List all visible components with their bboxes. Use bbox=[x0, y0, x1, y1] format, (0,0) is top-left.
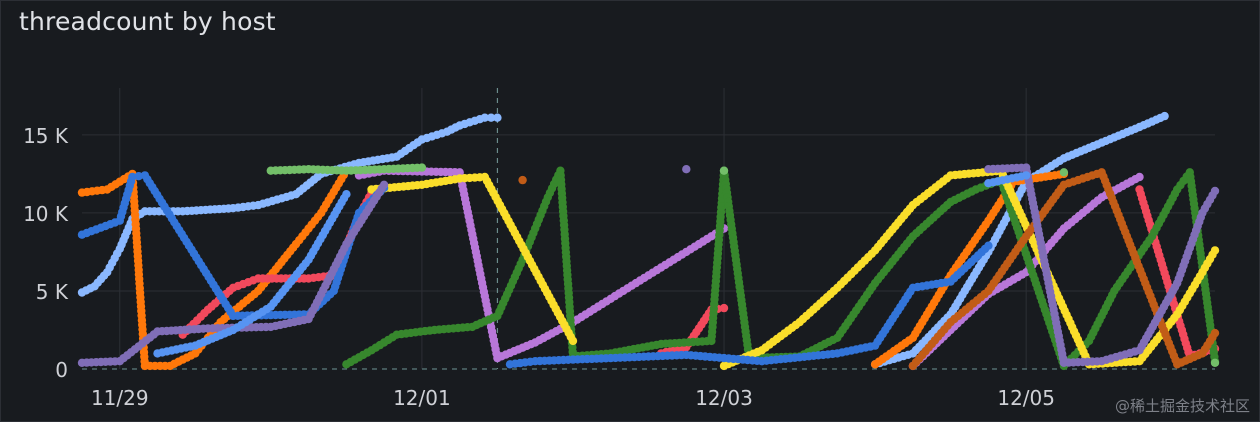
x-tick-label: 12/05 bbox=[997, 386, 1055, 410]
watermark: @稀土掘金技术社区 bbox=[1114, 397, 1250, 415]
data-point bbox=[719, 303, 729, 313]
x-tick-label: 11/29 bbox=[91, 386, 149, 410]
data-point bbox=[984, 241, 993, 250]
data-point bbox=[480, 113, 489, 122]
data-point bbox=[493, 113, 502, 122]
data-point bbox=[568, 336, 578, 346]
data-point bbox=[134, 172, 143, 181]
data-point bbox=[682, 165, 691, 174]
y-axis-ticks: 0 5 K 10 K 15 K bbox=[23, 124, 69, 382]
data-point bbox=[417, 163, 427, 172]
x-tick-label: 12/03 bbox=[695, 386, 753, 410]
data-point bbox=[1210, 186, 1220, 196]
panel-title[interactable]: threadcount by host bbox=[19, 7, 276, 36]
data-point bbox=[342, 190, 351, 199]
data-point bbox=[1210, 246, 1220, 255]
data-point bbox=[719, 166, 729, 175]
data-point bbox=[128, 172, 137, 182]
data-point bbox=[1160, 111, 1169, 121]
data-point bbox=[379, 180, 389, 189]
y-tick-label: 5 K bbox=[36, 280, 69, 304]
x-axis-ticks: 11/29 12/01 12/03 12/05 bbox=[91, 386, 1055, 410]
x-tick-label: 12/01 bbox=[393, 386, 451, 410]
data-points bbox=[77, 111, 1220, 371]
data-point bbox=[518, 175, 527, 185]
data-point bbox=[1210, 328, 1220, 338]
y-tick-label: 0 bbox=[55, 358, 68, 382]
y-tick-label: 10 K bbox=[23, 202, 69, 226]
data-point bbox=[486, 113, 496, 122]
data-point bbox=[1210, 358, 1220, 367]
data-point bbox=[1021, 171, 1031, 180]
data-point bbox=[1059, 168, 1069, 177]
data-point bbox=[1135, 172, 1144, 182]
y-tick-label: 15 K bbox=[23, 124, 69, 148]
